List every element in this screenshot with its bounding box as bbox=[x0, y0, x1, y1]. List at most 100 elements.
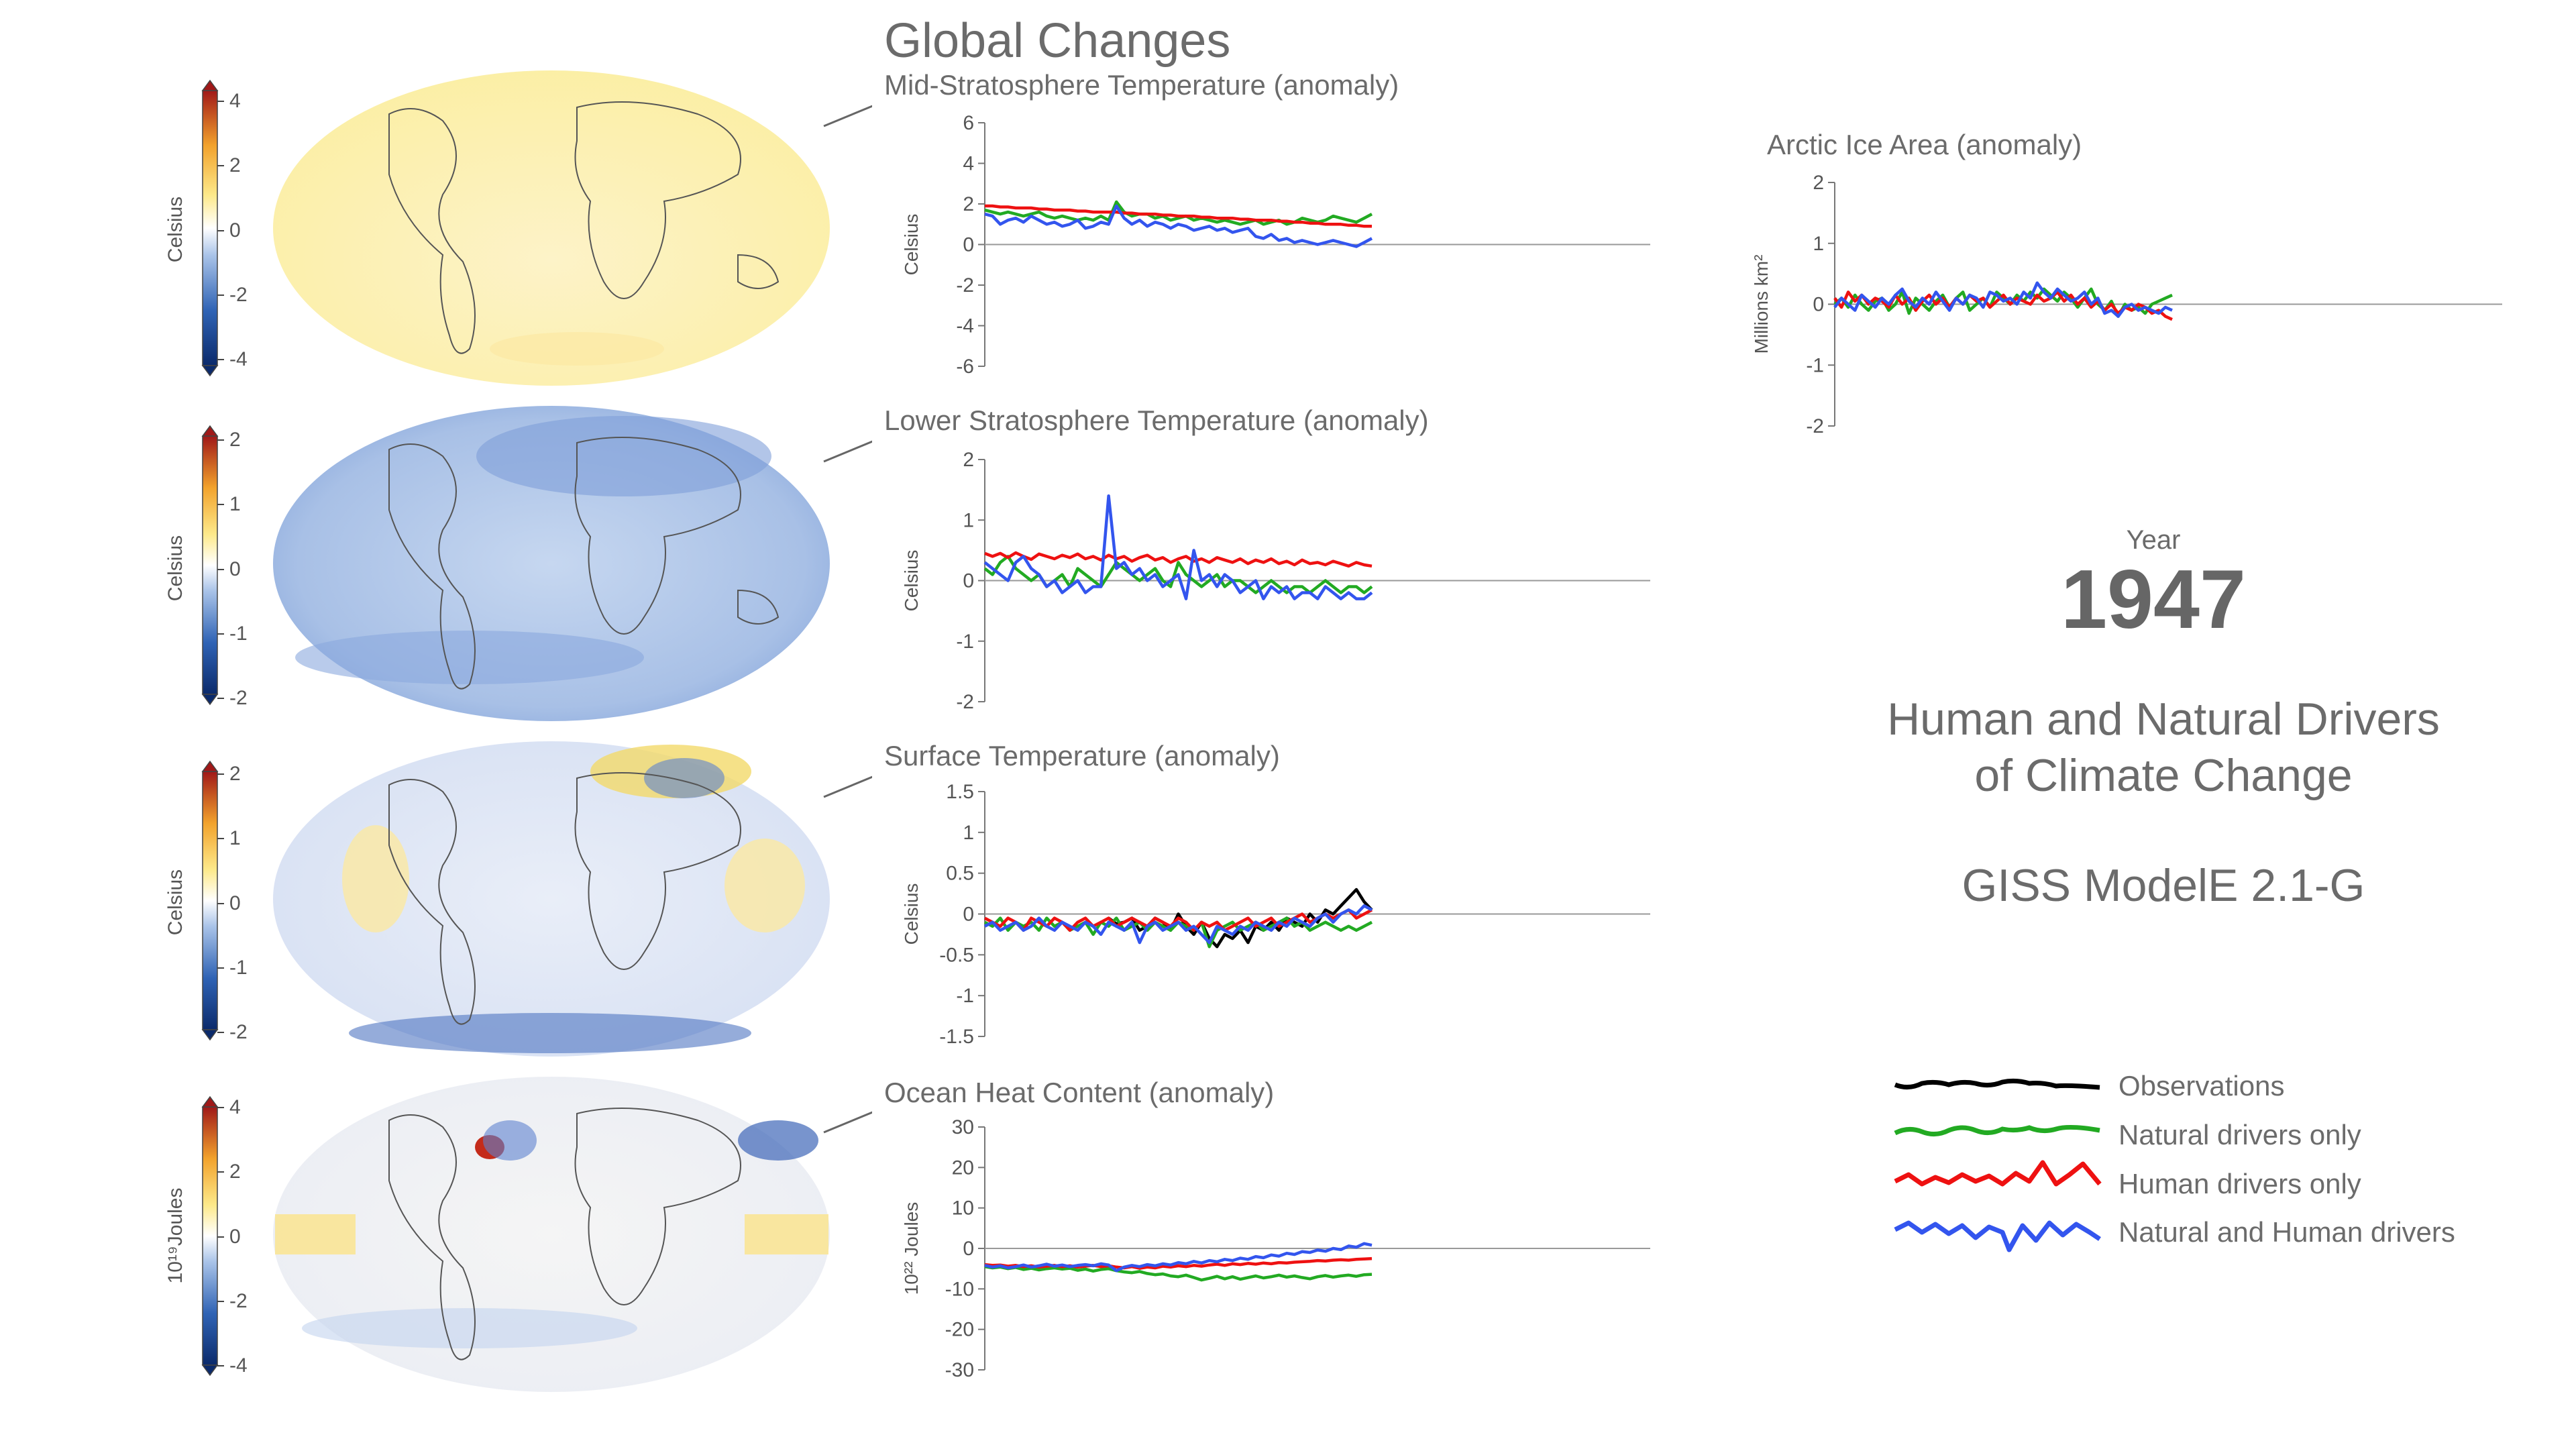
colorbar-3-tick: -1 bbox=[229, 956, 248, 979]
colorbar-1-tick: 0 bbox=[229, 219, 241, 241]
surface-tick-label: 1.5 bbox=[946, 781, 974, 803]
map-ocean-heat bbox=[273, 1077, 830, 1392]
surface-tick-label: 0.5 bbox=[946, 863, 974, 885]
ocean-heat-tick-label: 30 bbox=[952, 1116, 974, 1138]
map-mid-stratosphere bbox=[273, 70, 830, 386]
arctic-ice-tick-label: 0 bbox=[1813, 294, 1824, 316]
surface-series-natural-and-human-drivers bbox=[983, 904, 1373, 945]
colorbar-2-tick: 0 bbox=[229, 557, 241, 580]
colorbar-1-tick-mark bbox=[217, 229, 224, 231]
ocean-heat-tick-label: 20 bbox=[952, 1157, 974, 1179]
colorbar-1-tick: -2 bbox=[229, 283, 248, 306]
legend-swatch-observations bbox=[1894, 1078, 2100, 1090]
colorbar-4-tick-mark bbox=[217, 1300, 224, 1302]
ocean-heat-series-natural-and-human-drivers bbox=[984, 1242, 1373, 1273]
colorbar-1-tick-mark bbox=[217, 294, 224, 296]
colorbar-2-tick-mark bbox=[217, 504, 224, 506]
colorbar-1-tick: -4 bbox=[229, 348, 248, 370]
lower-stratosphere-tick-label: 0 bbox=[963, 570, 974, 592]
colorbar-1-tick-mark bbox=[217, 165, 224, 167]
arctic-ice-tick-label: -2 bbox=[1806, 415, 1824, 437]
surface-series-human-drivers-only bbox=[983, 908, 1373, 932]
chart-title-ocean-heat: Ocean Heat Content (anomaly) bbox=[884, 1077, 1275, 1108]
ocean-heat-tick-label: 10 bbox=[952, 1197, 974, 1220]
colorbar-1-tick: 4 bbox=[229, 90, 241, 112]
year-label: Year bbox=[2126, 525, 2181, 555]
colorbar-3-tick-mark bbox=[217, 902, 224, 904]
map-panels bbox=[201, 70, 872, 1392]
colorbar-2-tick-mark bbox=[217, 439, 224, 441]
colorbar-3-tick-mark bbox=[217, 967, 224, 969]
colorbar-3 bbox=[201, 760, 219, 1041]
mid-stratosphere-tick-label: -2 bbox=[956, 274, 974, 297]
surface-tick-label: 1 bbox=[963, 822, 974, 844]
chart-title-mid-stratosphere: Mid-Stratosphere Temperature (anomaly) bbox=[884, 69, 1399, 101]
mid-stratosphere-tick-label: 0 bbox=[963, 234, 974, 256]
map-lower-stratosphere bbox=[273, 406, 830, 721]
legend-swatches bbox=[1894, 1078, 2102, 1252]
connector-3 bbox=[823, 775, 872, 798]
lower-stratosphere-series-natural-and-human-drivers bbox=[983, 494, 1373, 600]
colorbar-4-tick: 0 bbox=[229, 1225, 241, 1248]
surface-tick-label: 0 bbox=[963, 904, 974, 926]
surface-tick-label: -0.5 bbox=[939, 944, 974, 966]
ocean-heat-tick-label: -20 bbox=[945, 1319, 974, 1341]
colorbar-4-tick-mark bbox=[217, 1107, 224, 1108]
colorbar-1-tick-mark bbox=[217, 101, 224, 102]
mid-stratosphere-y-label: Celsius bbox=[901, 214, 922, 276]
mid-stratosphere-tick-label: -6 bbox=[956, 356, 974, 378]
lower-stratosphere-y-label: Celsius bbox=[901, 550, 922, 612]
surface-y-label: Celsius bbox=[901, 883, 922, 945]
surface-tick-label: -1.5 bbox=[939, 1026, 974, 1048]
colorbar-2-tick: -1 bbox=[229, 622, 248, 645]
colorbar-3-tick-mark bbox=[217, 773, 224, 775]
mid-stratosphere-series-natural-drivers-only bbox=[984, 200, 1373, 226]
ocean-heat-series-natural-drivers-only bbox=[984, 1265, 1373, 1282]
connector-1 bbox=[823, 105, 872, 127]
colorbar-4-tick: -4 bbox=[229, 1354, 248, 1377]
colorbar-4-tick-mark bbox=[217, 1236, 224, 1238]
arctic-ice-tick-label: 2 bbox=[1813, 172, 1824, 194]
ocean-heat-tick-label: 0 bbox=[963, 1238, 974, 1260]
arctic-ice-series-natural-and-human-drivers bbox=[1833, 281, 2173, 318]
colorbar-4-tick: 4 bbox=[229, 1096, 241, 1118]
colorbar-3-tick: 0 bbox=[229, 892, 241, 914]
year-value: 1947 bbox=[2061, 553, 2246, 646]
colorbar-4-tick-mark bbox=[217, 1171, 224, 1173]
colorbar-3-tick: 1 bbox=[229, 827, 241, 850]
mid-stratosphere-series-human-drivers-only bbox=[985, 204, 1372, 228]
mid-stratosphere-tick-label: -4 bbox=[956, 315, 974, 337]
subtitle-line-2: of Climate Change bbox=[1974, 750, 2353, 801]
legend-swatch-natural bbox=[1894, 1124, 2100, 1136]
ocean-heat-tick-label: -10 bbox=[945, 1278, 974, 1300]
ocean-heat-tick-label: -30 bbox=[945, 1359, 974, 1381]
subtitle-line-1: Human and Natural Drivers bbox=[1887, 694, 2440, 745]
colorbar-2-tick: 1 bbox=[229, 493, 241, 516]
mid-stratosphere-tick-label: 4 bbox=[963, 153, 974, 175]
mid-stratosphere-tick-label: 2 bbox=[963, 193, 974, 215]
colorbar-1 bbox=[201, 79, 219, 377]
chart-title-lower-stratosphere: Lower Stratosphere Temperature (anomaly) bbox=[884, 405, 1429, 436]
arctic-ice-series-human-drivers-only bbox=[1833, 290, 2173, 321]
subtitle: Human and Natural Drivers of Climate Cha… bbox=[1811, 691, 2516, 804]
mid-stratosphere-tick-label: 6 bbox=[963, 112, 974, 134]
colorbar-3-tick-mark bbox=[217, 838, 224, 840]
chart-title-arctic-ice: Arctic Ice Area (anomaly) bbox=[1767, 129, 2082, 160]
colorbar-4-tick: -2 bbox=[229, 1289, 248, 1312]
colorbar-2-tick: -2 bbox=[229, 687, 248, 709]
colorbar-2-tick-mark bbox=[217, 698, 224, 699]
arctic-ice-tick-label: -1 bbox=[1806, 354, 1824, 376]
page-title: Global Changes bbox=[884, 14, 1231, 68]
connector-4 bbox=[823, 1111, 872, 1134]
lower-stratosphere-tick-label: 1 bbox=[963, 509, 974, 531]
chart-title-surface: Surface Temperature (anomaly) bbox=[884, 740, 1280, 771]
map-surface bbox=[273, 741, 830, 1057]
legend-label-natural-human: Natural and Human drivers bbox=[2118, 1216, 2455, 1248]
colorbar-3-tick: 2 bbox=[229, 763, 241, 785]
ocean-heat-y-label: 10²² Joules bbox=[901, 1202, 922, 1295]
legend-label-human: Human drivers only bbox=[2118, 1168, 2361, 1199]
colorbar-1-tick: 2 bbox=[229, 154, 241, 177]
lower-stratosphere-series-human-drivers-only bbox=[984, 551, 1373, 568]
colorbar-1-tick-mark bbox=[217, 359, 224, 360]
